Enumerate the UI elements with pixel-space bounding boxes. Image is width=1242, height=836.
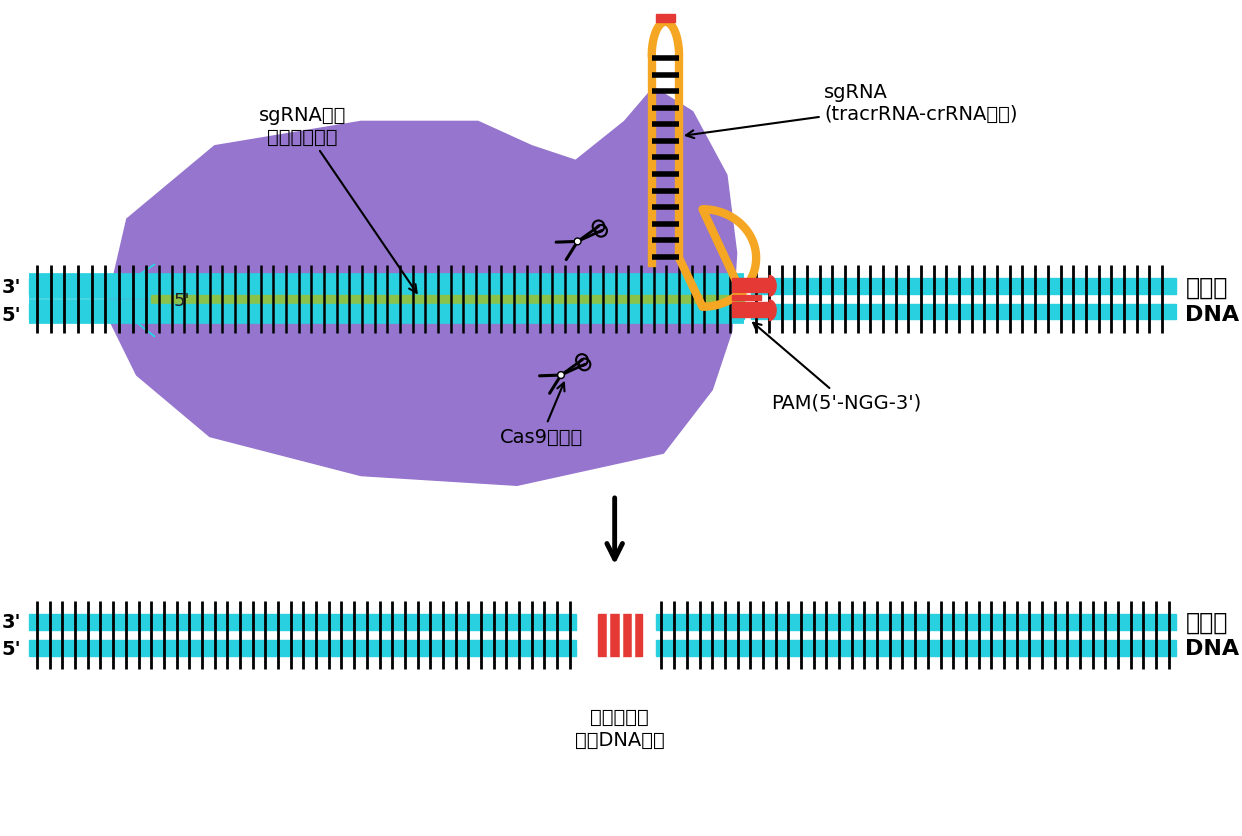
Text: 5': 5' <box>174 292 190 309</box>
Polygon shape <box>30 279 152 295</box>
Circle shape <box>575 240 580 244</box>
Text: PAM(5'-NGG-3'): PAM(5'-NGG-3') <box>753 324 922 412</box>
Polygon shape <box>751 279 1176 295</box>
Text: 5': 5' <box>1 639 21 658</box>
Polygon shape <box>30 304 152 320</box>
Polygon shape <box>751 304 1176 320</box>
Circle shape <box>559 374 563 378</box>
Text: Cas9核酸酶: Cas9核酸酶 <box>499 383 582 446</box>
Polygon shape <box>656 640 1176 656</box>
Polygon shape <box>732 279 769 293</box>
Circle shape <box>558 372 564 379</box>
Polygon shape <box>30 614 575 630</box>
Text: 位点特异的: 位点特异的 <box>590 707 648 726</box>
Polygon shape <box>152 279 744 295</box>
Polygon shape <box>732 303 769 319</box>
Polygon shape <box>599 614 642 656</box>
Text: 5': 5' <box>1 306 21 324</box>
Polygon shape <box>656 614 1176 630</box>
Polygon shape <box>656 15 676 23</box>
Text: 3': 3' <box>2 613 21 632</box>
Text: sgRNA
(tracrRNA-crRNA融合): sgRNA (tracrRNA-crRNA融合) <box>686 84 1018 139</box>
Polygon shape <box>732 296 761 301</box>
Text: DNA: DNA <box>1185 304 1240 324</box>
Polygon shape <box>30 640 575 656</box>
Text: 双铴DNA断裂: 双铴DNA断裂 <box>575 730 664 748</box>
Circle shape <box>574 239 581 246</box>
Text: 3': 3' <box>2 278 21 297</box>
Text: DNA: DNA <box>1185 639 1240 659</box>
Polygon shape <box>106 88 737 486</box>
Text: 基因组: 基因组 <box>1185 610 1228 635</box>
Text: sgRNA识别
基因组靶序列: sgRNA识别 基因组靶序列 <box>258 105 416 293</box>
Polygon shape <box>152 304 744 320</box>
Polygon shape <box>152 296 744 305</box>
Text: 基因组: 基因组 <box>1185 275 1228 299</box>
